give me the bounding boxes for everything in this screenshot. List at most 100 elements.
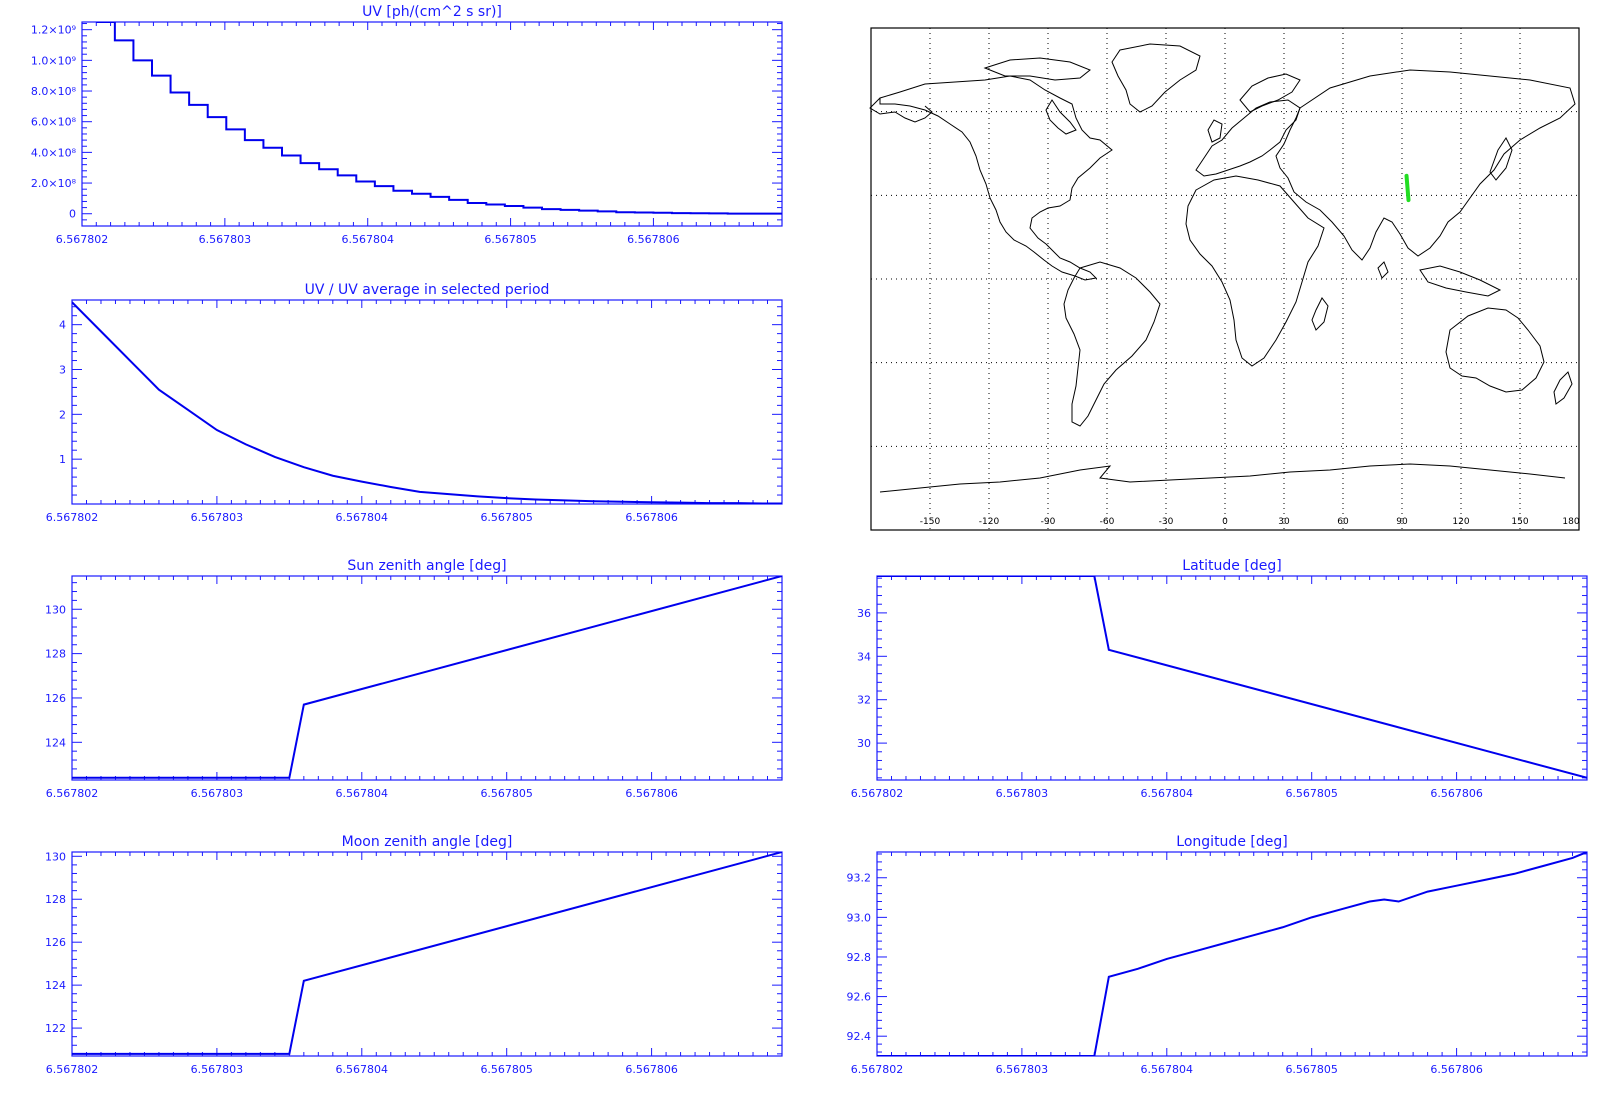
x-tick-label: 6.567804	[1141, 1063, 1194, 1076]
x-tick-label: 6.567803	[199, 233, 252, 246]
map-lon-label: 60	[1337, 517, 1349, 527]
chart-moonzen: Moon zenith angle [deg] 6.567802 6.567803 6…	[45, 834, 783, 1076]
x-tick-label: 6.567803	[996, 787, 1049, 800]
track-segment	[1404, 173, 1411, 203]
map-lon-label: -120	[979, 517, 1000, 527]
chart-uvratio: UV / UV average in selected period 6.5678…	[46, 282, 783, 524]
y-tick-label: 128	[45, 648, 66, 661]
y-tick-label: 93.2	[847, 872, 872, 885]
y-tick-label: 126	[45, 692, 66, 705]
y-tick-label: 124	[45, 979, 66, 992]
chart-title: UV [ph/(cm^2 s sr)]	[362, 4, 502, 20]
plot-frame	[71, 851, 783, 1057]
map-lon-label: -90	[1041, 517, 1056, 527]
plot-frame	[71, 575, 783, 781]
plot-frame	[81, 21, 783, 227]
series-line-uv	[96, 22, 782, 215]
coast-antarctica	[879, 463, 1566, 493]
y-tick-label: 2	[59, 408, 66, 421]
coast-australia	[1445, 307, 1545, 393]
x-tick-label: 6.567805	[1285, 787, 1338, 800]
x-tick-label: 6.567806	[625, 1063, 678, 1076]
map-longitude-labels: -150 -120 -90 -60 -30 0 30 60 90 120 150 180	[920, 517, 1580, 527]
chart-title: Sun zenith angle [deg]	[347, 558, 506, 574]
x-tick-label: 6.567805	[480, 787, 533, 800]
coast-africa	[1185, 175, 1325, 367]
map-graticule	[871, 28, 1579, 530]
map-lon-label: 0	[1222, 517, 1228, 527]
coast-sri-lanka	[1377, 261, 1389, 279]
x-tick-label: 6.567804	[336, 1063, 389, 1076]
x-tick-label: 6.567805	[1285, 1063, 1338, 1076]
y-tick-label: 122	[45, 1022, 66, 1035]
coast-asia	[1275, 69, 1576, 261]
y-tick-label: 92.8	[847, 951, 872, 964]
x-tick-label: 6.567802	[851, 1063, 904, 1076]
x-tick-label: 6.567803	[996, 1063, 1049, 1076]
map-lon-label: 180	[1562, 517, 1579, 527]
coast-south-america	[1063, 261, 1161, 427]
y-tick-label: 6.0×10⁸	[31, 116, 77, 129]
satellite-track	[1404, 173, 1411, 203]
y-tick-label: 34	[857, 650, 871, 663]
map-lon-label: 120	[1452, 517, 1469, 527]
x-tick-label: 6.567802	[46, 511, 99, 524]
map-coastlines	[869, 43, 1576, 493]
series-line-longitude	[877, 852, 1587, 1056]
coast-europe	[1195, 99, 1301, 177]
coast-greenland	[1111, 43, 1201, 113]
x-tick-label: 6.567803	[191, 511, 244, 524]
x-tick-label: 6.567805	[480, 511, 533, 524]
y-tick-label: 1	[59, 453, 66, 466]
chart-title: Moon zenith angle [deg]	[342, 834, 513, 850]
plot-frame	[876, 851, 1588, 1057]
chart-title: UV / UV average in selected period	[305, 282, 550, 298]
x-tick-label: 6.567804	[336, 787, 389, 800]
coast-uk	[1207, 119, 1223, 143]
y-tick-label: 4	[59, 319, 66, 332]
y-tick-label: 92.4	[847, 1030, 872, 1043]
x-tick-label: 6.567804	[341, 233, 394, 246]
y-tick-label: 128	[45, 893, 66, 906]
world-map-panel: -150 -120 -90 -60 -30 0 30 60 90 120 150 180	[869, 27, 1580, 531]
chart-latitude: Latitude [deg] 6.567802 6.567803 6.567804 6.…	[851, 558, 1588, 800]
y-tick-label: 32	[857, 694, 871, 707]
map-lon-label: 30	[1278, 517, 1290, 527]
map-lon-label: -60	[1100, 517, 1115, 527]
y-tick-label: 126	[45, 936, 66, 949]
y-tick-label: 130	[45, 850, 66, 863]
coast-hudson-bay	[1045, 99, 1077, 135]
x-tick-label: 6.567802	[56, 233, 109, 246]
series-line-uvratio	[72, 301, 782, 504]
y-tick-label: 3	[59, 363, 66, 376]
x-tick-label: 6.567803	[191, 787, 244, 800]
coast-japan	[1489, 137, 1513, 181]
x-tick-label: 6.567806	[1430, 1063, 1483, 1076]
series-line-latitude	[877, 576, 1587, 779]
chart-uv: UV [ph/(cm^2 s sr)] 6.567802 6.567803 6.567…	[31, 4, 783, 246]
chart-sunzen: Sun zenith angle [deg] 6.567802 6.567803 6.…	[45, 558, 783, 800]
map-lon-label: -30	[1159, 517, 1174, 527]
coast-scandinavia	[1239, 73, 1301, 113]
y-tick-label: 30	[857, 737, 871, 750]
x-tick-label: 6.567802	[46, 787, 99, 800]
series-line-sunzen	[72, 576, 782, 779]
x-tick-label: 6.567806	[625, 511, 678, 524]
y-tick-label: 36	[857, 607, 871, 620]
plot-frame	[876, 575, 1588, 781]
y-tick-label: 93.0	[847, 911, 872, 924]
x-tick-label: 6.567804	[336, 511, 389, 524]
y-tick-label: 1.0×10⁹	[31, 54, 76, 67]
y-tick-label: 92.6	[847, 991, 872, 1004]
y-tick-label: 124	[45, 736, 66, 749]
coast-se-asia-islands	[1419, 265, 1502, 297]
x-tick-label: 6.567805	[484, 233, 537, 246]
map-lon-label: 150	[1511, 517, 1528, 527]
y-tick-label: 4.0×10⁸	[31, 146, 77, 159]
plot-frame	[71, 299, 783, 505]
map-lon-label: -150	[920, 517, 941, 527]
coast-madagascar	[1311, 297, 1329, 331]
charts-layer: UV [ph/(cm^2 s sr)] 6.567802 6.567803 6.567…	[31, 4, 1588, 1076]
x-tick-label: 6.567802	[851, 787, 904, 800]
